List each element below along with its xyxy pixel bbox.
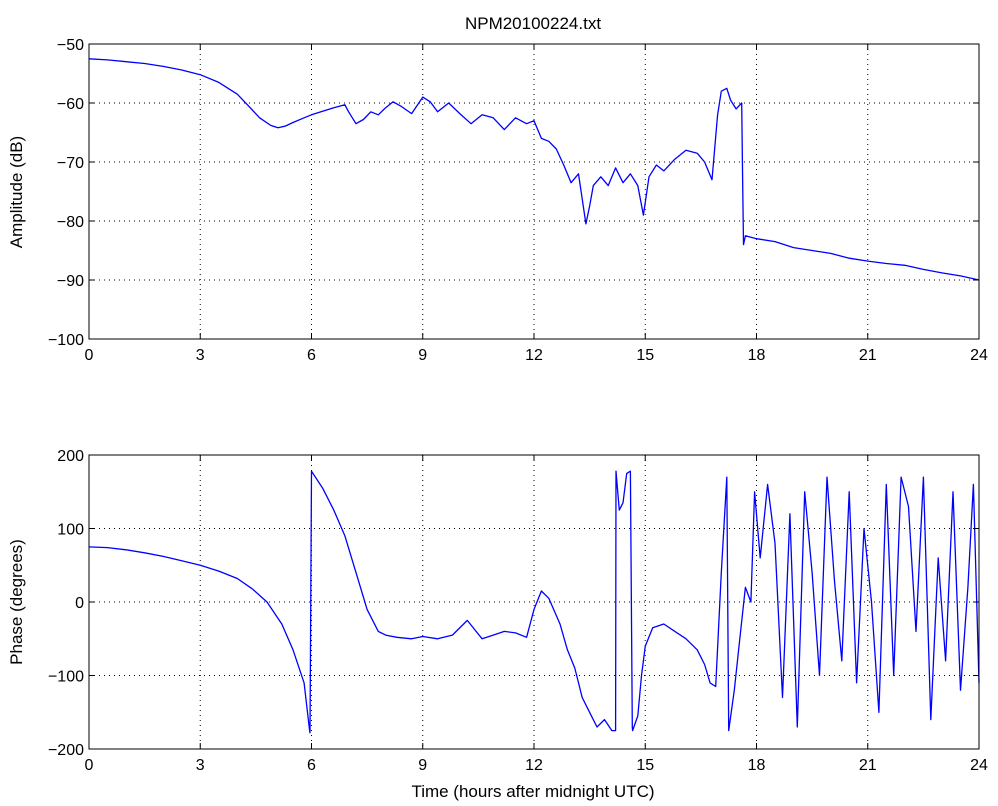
phase-x-tick-label: 15 — [636, 757, 654, 774]
amplitude-y-tick-label: −50 — [57, 37, 84, 54]
phase-y-axis-label: Phase (degrees) — [7, 539, 26, 665]
chart-title: NPM20100224.txt — [465, 14, 601, 33]
amplitude-x-tick-label: 0 — [85, 347, 94, 364]
phase-series-line — [88, 470, 980, 734]
phase-x-tick-label: 18 — [748, 757, 766, 774]
phase-axes: 0 3 6 9 12 15 18 21 24 −200 −100 0 100 200 — [48, 448, 988, 774]
phase-y-tick-label: 200 — [57, 448, 84, 465]
phase-x-tick-label: 12 — [525, 757, 543, 774]
amplitude-x-tick-label: 9 — [418, 347, 427, 364]
amplitude-y-tick-label: −100 — [48, 332, 84, 349]
amplitude-y-tick-label: −80 — [57, 214, 84, 231]
amplitude-series-line — [88, 58, 980, 281]
phase-x-tick-label: 9 — [418, 757, 427, 774]
phase-x-tick-label: 3 — [196, 757, 205, 774]
phase-x-tick-label: 24 — [970, 757, 988, 774]
phase-y-tick-label: 100 — [57, 522, 84, 539]
phase-y-tick-label: 0 — [75, 595, 84, 612]
amplitude-x-tick-label: 12 — [525, 347, 543, 364]
phase-x-tick-label: 0 — [85, 757, 94, 774]
amplitude-axes: 0 3 6 9 12 15 18 21 24 −100 −90 −80 −70 −60 −50 — [48, 37, 988, 364]
amplitude-y-tick-label: −60 — [57, 96, 84, 113]
amplitude-x-tick-label: 18 — [748, 347, 766, 364]
phase-x-tick-label: 6 — [307, 757, 316, 774]
phase-y-tick-label: −200 — [48, 742, 84, 759]
amplitude-x-tick-label: 21 — [859, 347, 877, 364]
amplitude-x-tick-label: 6 — [307, 347, 316, 364]
phase-x-tick-label: 21 — [859, 757, 877, 774]
amplitude-y-tick-label: −70 — [57, 155, 84, 172]
phase-x-axis-label: Time (hours after midnight UTC) — [411, 782, 654, 801]
amplitude-x-tick-label: 15 — [636, 347, 654, 364]
phase-y-tick-label: −100 — [48, 669, 84, 686]
amplitude-x-tick-label: 24 — [970, 347, 988, 364]
amplitude-y-axis-label: Amplitude (dB) — [7, 136, 26, 248]
amplitude-y-tick-label: −90 — [57, 273, 84, 290]
amplitude-x-tick-label: 3 — [196, 347, 205, 364]
